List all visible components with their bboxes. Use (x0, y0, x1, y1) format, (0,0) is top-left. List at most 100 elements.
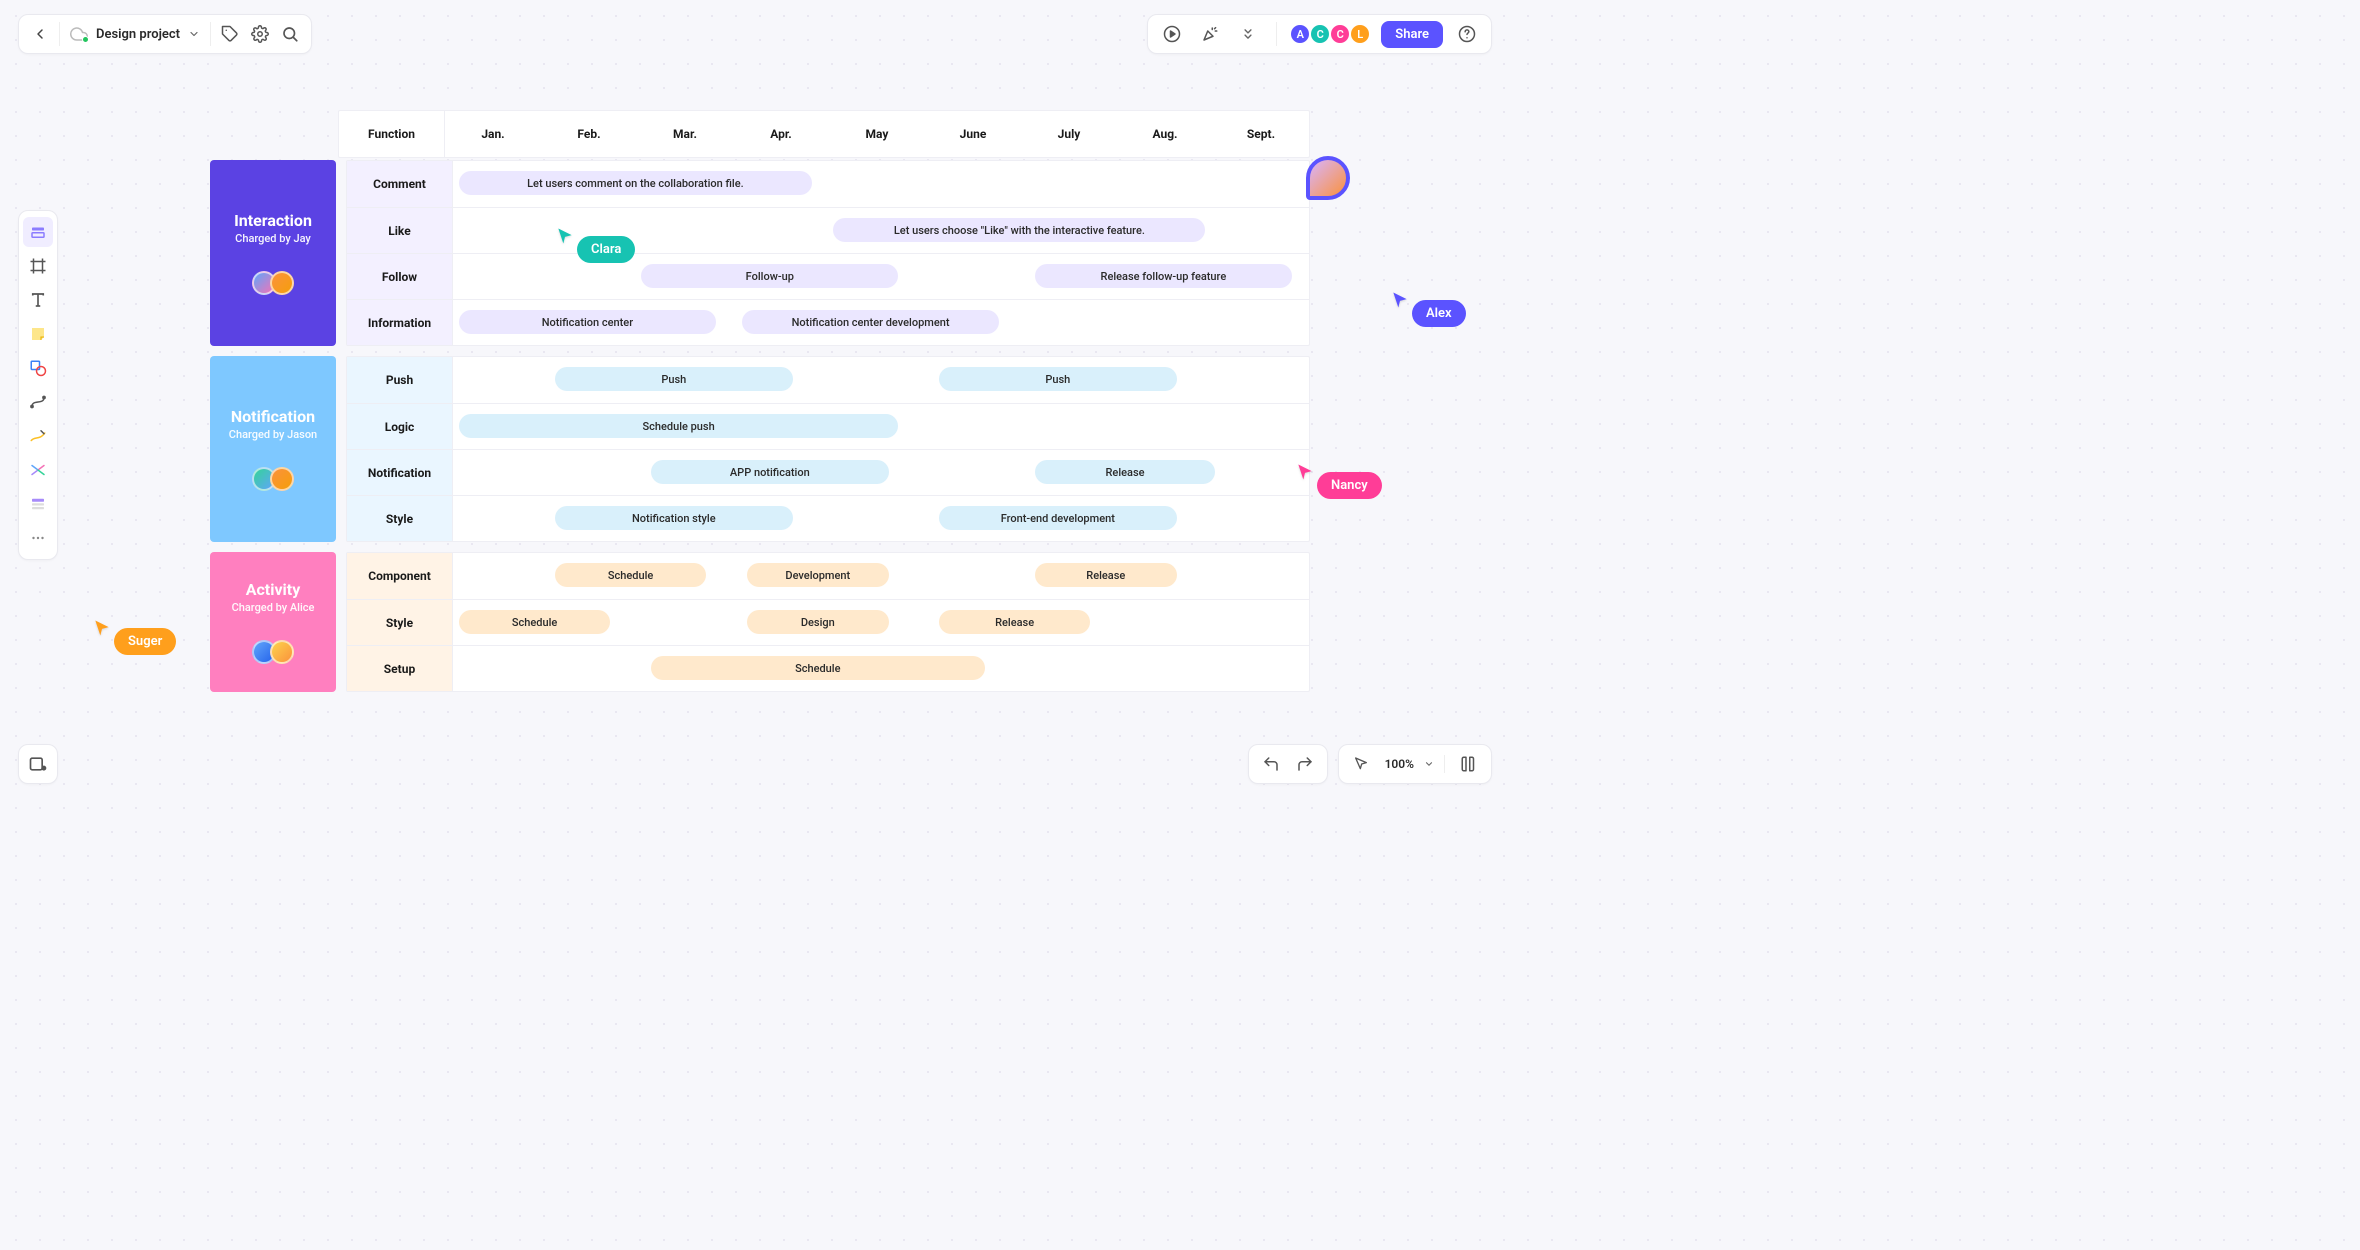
row-label: Setup (347, 646, 453, 691)
roadmap-bar[interactable]: Design (747, 610, 889, 634)
row-lane[interactable]: Push Push (453, 357, 1309, 403)
roadmap-bar[interactable]: APP notification (651, 460, 889, 484)
roadmap-bar[interactable]: Notification center development (742, 310, 999, 334)
row-lane[interactable]: Schedule Development Release (453, 553, 1309, 599)
section-card[interactable]: NotificationCharged by Jason (210, 356, 336, 542)
roadmap-bar[interactable]: Push (555, 367, 793, 391)
collaborator-photo-bubble[interactable] (1306, 156, 1350, 200)
avatar[interactable]: A (1289, 23, 1311, 45)
divider (1276, 22, 1277, 46)
roadmap-bar[interactable]: Push (939, 367, 1177, 391)
tool-pen[interactable] (23, 421, 53, 451)
roadmap-bar[interactable]: Release (939, 610, 1090, 634)
row-label: Component (347, 553, 453, 599)
settings-button[interactable] (245, 19, 275, 49)
tool-more[interactable] (23, 523, 53, 553)
section-title: Activity (246, 580, 301, 599)
roadmap-bar[interactable]: Front-end development (939, 506, 1177, 530)
roadmap-bar[interactable]: Release (1035, 563, 1177, 587)
roadmap-row: CommentLet users comment on the collabor… (347, 161, 1309, 207)
tool-select[interactable] (23, 217, 53, 247)
redo-button[interactable] (1291, 750, 1319, 778)
avatar[interactable]: C (1309, 23, 1331, 45)
section-grid: CommentLet users comment on the collabor… (346, 160, 1310, 346)
minimap-button[interactable] (1455, 750, 1483, 778)
month-header: Aug. (1117, 111, 1213, 157)
roadmap-bar[interactable]: Notification style (555, 506, 793, 530)
row-lane[interactable]: Schedule Design Release (453, 600, 1309, 645)
tool-shape[interactable] (23, 353, 53, 383)
timeline-header: Function Jan.Feb.Mar.Apr.MayJuneJulyAug.… (338, 110, 1310, 158)
share-button[interactable]: Share (1381, 21, 1443, 48)
roadmap-bar[interactable]: Follow-up (641, 264, 898, 288)
tag-button[interactable] (215, 19, 245, 49)
project-dropdown[interactable]: Design project (64, 25, 206, 43)
roadmap-row: StyleNotification styleFront-end develop… (347, 495, 1309, 541)
chevron-down-icon (188, 28, 200, 40)
zoom-level[interactable]: 100% (1381, 757, 1418, 771)
roadmap-bar[interactable]: Let users comment on the collaboration f… (459, 171, 812, 195)
undo-button[interactable] (1257, 750, 1285, 778)
roadmap-bar[interactable]: Release follow-up feature (1035, 264, 1292, 288)
roadmap-bar[interactable]: Let users choose "Like" with the interac… (833, 218, 1205, 242)
avatar[interactable]: C (1329, 23, 1351, 45)
pointer-button[interactable] (1347, 750, 1375, 778)
section-card[interactable]: ActivityCharged by Alice (210, 552, 336, 692)
collaborator-cursor-clara: Clara (555, 226, 635, 263)
tool-text[interactable] (23, 285, 53, 315)
header-blank (210, 110, 328, 158)
roadmap-bar[interactable]: Schedule push (459, 414, 898, 438)
roadmap-bar[interactable]: Release (1035, 460, 1215, 484)
avatar[interactable]: L (1349, 23, 1371, 45)
view-group: 100% (1338, 744, 1492, 784)
celebrate-button[interactable] (1196, 20, 1224, 48)
roadmap-section: ActivityCharged by AliceComponentSchedul… (210, 552, 1310, 692)
collaborator-cursor-suger: Suger (92, 618, 176, 655)
roadmap-section: InteractionCharged by JayCommentLet user… (210, 160, 1310, 346)
roadmap-bar[interactable]: Notification center (459, 310, 716, 334)
row-lane[interactable]: Notification center Notification center d… (453, 300, 1309, 345)
roadmap-bar[interactable]: Schedule (459, 610, 610, 634)
row-lane[interactable]: Schedule push (453, 404, 1309, 449)
month-header: July (1021, 111, 1117, 157)
play-button[interactable] (1158, 20, 1186, 48)
search-button[interactable] (275, 19, 305, 49)
row-lane[interactable]: Let users comment on the collaboration f… (453, 161, 1309, 207)
project-name: Design project (96, 27, 180, 42)
divider (1444, 755, 1445, 773)
roadmap-row: Setup Schedule (347, 645, 1309, 691)
cloud-status-icon (70, 25, 88, 43)
help-button[interactable] (1453, 20, 1481, 48)
tool-table[interactable] (23, 489, 53, 519)
tool-sticky[interactable] (23, 319, 53, 349)
collaborator-cursor-nancy: Nancy (1295, 462, 1382, 499)
roadmap-bar[interactable]: Schedule (555, 563, 706, 587)
divider (59, 22, 60, 46)
roadmap-row: Push Push Push (347, 357, 1309, 403)
row-label: Push (347, 357, 453, 403)
row-lane[interactable]: APP notification Release (453, 450, 1309, 495)
roadmap-row: NotificationAPP notificationRelease (347, 449, 1309, 495)
layers-button[interactable] (18, 744, 58, 784)
tool-mindmap[interactable] (23, 455, 53, 485)
row-label: Information (347, 300, 453, 345)
roadmap-bar[interactable]: Development (747, 563, 889, 587)
tool-connector[interactable] (23, 387, 53, 417)
avatar[interactable] (270, 640, 294, 664)
row-lane[interactable]: Notification style Front-end development (453, 496, 1309, 541)
tool-frame[interactable] (23, 251, 53, 281)
row-lane[interactable]: Schedule (453, 646, 1309, 691)
back-button[interactable] (25, 19, 55, 49)
avatar[interactable] (270, 271, 294, 295)
divider (210, 22, 211, 46)
expand-button[interactable] (1234, 20, 1262, 48)
avatar[interactable] (270, 467, 294, 491)
cursor-label: Alex (1412, 300, 1466, 327)
roadmap-row: FollowFollow-upRelease follow-up feature (347, 253, 1309, 299)
roadmap-row: InformationNotification centerNotificati… (347, 299, 1309, 345)
section-card[interactable]: InteractionCharged by Jay (210, 160, 336, 346)
row-label: Comment (347, 161, 453, 207)
roadmap-bar[interactable]: Schedule (651, 656, 985, 680)
cursor-label: Clara (577, 236, 635, 263)
month-header: June (925, 111, 1021, 157)
